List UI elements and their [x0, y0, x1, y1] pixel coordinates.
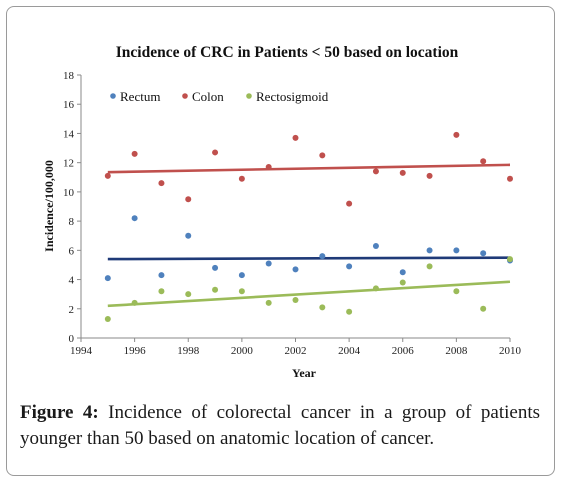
- x-tick-label: 2008: [445, 345, 468, 357]
- x-tick-label: 2000: [231, 345, 254, 357]
- x-tick-label: 2004: [338, 345, 361, 357]
- data-point-rectum: [158, 272, 165, 279]
- data-point-rectum: [453, 247, 460, 254]
- y-tick-label: 2: [69, 304, 75, 316]
- chart-title: Incidence of CRC in Patients < 50 based …: [116, 44, 459, 61]
- y-tick-label: 10: [63, 187, 75, 199]
- data-point-colon: [480, 158, 487, 165]
- data-point-rectum: [426, 247, 433, 254]
- data-point-rectum: [346, 263, 353, 270]
- x-tick-label: 2010: [499, 345, 522, 357]
- data-point-rectum: [104, 275, 111, 282]
- data-point-rectosigmoid: [480, 305, 487, 312]
- y-tick-label: 0: [69, 333, 75, 345]
- y-tick-label: 6: [69, 245, 75, 257]
- y-tick-label: 16: [63, 99, 75, 111]
- x-tick-label: 2002: [285, 345, 307, 357]
- data-point-rectosigmoid: [399, 279, 406, 286]
- data-point-rectosigmoid: [158, 288, 165, 295]
- y-tick-label: 8: [69, 216, 75, 228]
- data-point-colon: [319, 152, 326, 159]
- data-point-rectum: [372, 242, 379, 249]
- data-point-colon: [399, 169, 406, 176]
- figure-frame: [6, 6, 555, 476]
- legend: Rectum Colon Rectosigmoid: [110, 89, 329, 104]
- trend-line-colon: [107, 163, 511, 174]
- data-point-rectosigmoid: [104, 316, 111, 323]
- data-point-rectosigmoid: [185, 291, 192, 298]
- data-point-rectosigmoid: [319, 304, 326, 311]
- y-tick-label: 18: [63, 70, 75, 82]
- legend-label-colon: Colon: [192, 89, 224, 104]
- data-point-rectosigmoid: [507, 256, 513, 263]
- legend-marker-colon: [182, 93, 188, 99]
- data-point-colon: [131, 150, 138, 157]
- data-point-colon: [507, 175, 513, 182]
- data-point-rectosigmoid: [372, 285, 379, 292]
- data-point-colon: [265, 164, 272, 171]
- data-point-colon: [212, 149, 219, 156]
- data-point-rectum: [265, 260, 272, 267]
- data-point-rectum: [292, 266, 299, 273]
- y-tick-label: 4: [69, 275, 75, 287]
- x-tick-label: 1996: [124, 345, 147, 357]
- chart: Incidence of CRC in Patients < 50 based …: [42, 44, 522, 380]
- x-tick-label: 1998: [177, 345, 200, 357]
- caption-label: Figure 4:: [20, 402, 99, 423]
- data-point-colon: [453, 131, 460, 138]
- trend-lines: [107, 163, 511, 308]
- data-point-colon: [104, 172, 111, 179]
- y-axis-label: Incidence/100,000: [42, 160, 56, 252]
- data-point-rectosigmoid: [212, 286, 219, 293]
- data-point-rectum: [131, 215, 138, 222]
- data-point-rectosigmoid: [265, 299, 272, 306]
- data-point-rectosigmoid: [238, 288, 245, 295]
- y-tick-label: 12: [63, 158, 74, 170]
- data-point-rectum: [185, 232, 192, 239]
- data-point-colon: [185, 196, 192, 203]
- legend-marker-rectosigmoid: [246, 93, 252, 99]
- trend-line-rectum: [107, 256, 511, 261]
- data-point-rectum: [399, 269, 406, 276]
- x-axis-label: Year: [292, 366, 317, 380]
- data-point-rectum: [480, 250, 487, 257]
- figure-caption: Figure 4: Incidence of colorectal cancer…: [20, 400, 540, 452]
- data-point-colon: [292, 134, 299, 141]
- legend-label-rectum: Rectum: [120, 89, 160, 104]
- data-point-rectum: [238, 272, 245, 279]
- data-point-colon: [238, 175, 245, 182]
- legend-marker-rectum: [110, 93, 116, 99]
- axes: 0 2 4 6 8 10 12 14 16 18 1994 1996 1998 2000 2002 2004 2…: [63, 70, 522, 357]
- data-point-rectosigmoid: [453, 288, 460, 295]
- trend-line-rectosigmoid: [107, 280, 511, 308]
- caption-text: Incidence of colorectal cancer in a grou…: [20, 402, 540, 449]
- data-point-rectosigmoid: [292, 297, 299, 304]
- legend-label-rectosigmoid: Rectosigmoid: [256, 89, 329, 104]
- data-point-colon: [372, 168, 379, 175]
- data-point-rectum: [319, 253, 326, 260]
- data-points: [104, 131, 513, 323]
- data-point-colon: [158, 180, 165, 187]
- data-point-rectosigmoid: [346, 308, 353, 315]
- data-point-rectosigmoid: [426, 263, 433, 270]
- data-point-rectosigmoid: [131, 299, 138, 306]
- x-tick-label: 2006: [392, 345, 415, 357]
- data-point-rectum: [212, 264, 219, 271]
- data-point-colon: [346, 200, 353, 207]
- data-point-colon: [426, 172, 433, 179]
- x-tick-label: 1994: [70, 345, 93, 357]
- y-tick-label: 14: [63, 128, 75, 140]
